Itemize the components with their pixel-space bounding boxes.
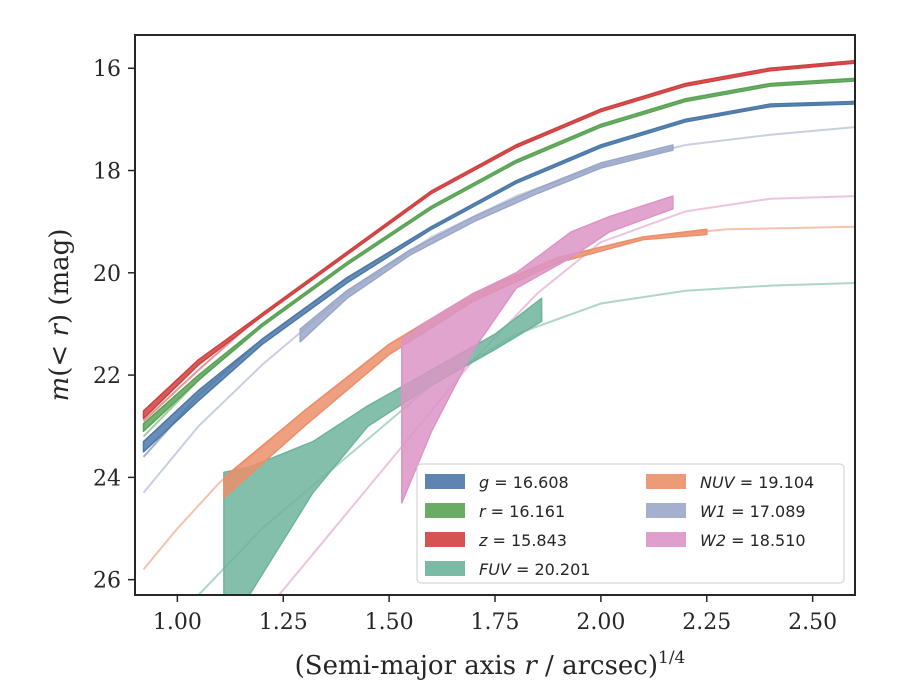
y-tick-label: 26 (93, 569, 121, 594)
series-w1-band (299, 144, 674, 343)
series-fuv-band (223, 297, 543, 595)
legend-swatch-r (425, 503, 465, 518)
y-tick-label: 16 (93, 57, 121, 82)
legend-label-g: g = 16.608 (479, 473, 569, 492)
x-tick-label: 1.75 (471, 610, 520, 635)
plot-area (142, 59, 855, 595)
legend-swatch-w1 (646, 503, 686, 518)
y-tick-label: 18 (93, 160, 121, 185)
series-z-profile-line (142, 62, 855, 422)
series-g-band (142, 100, 855, 453)
x-tick-label: 1.25 (259, 610, 308, 635)
legend-label-r: r = 16.161 (479, 502, 565, 521)
series-r-profile-line (142, 77, 855, 438)
y-axis-ticks: 16 18 20 22 24 26 (93, 57, 135, 594)
y-axis-title: m(< r) (mag) (45, 229, 75, 402)
legend-swatch-g (425, 474, 465, 489)
x-tick-label: 2.00 (576, 610, 625, 635)
legend-label-w2: W2 = 18.510 (700, 531, 806, 550)
series-nuv-band (223, 228, 708, 499)
legend-swatch-z (425, 532, 465, 547)
x-tick-label: 1.00 (153, 610, 202, 635)
y-tick-label: 22 (93, 364, 121, 389)
series-w2-band (401, 195, 674, 504)
legend-label-z: z = 15.843 (478, 531, 567, 550)
legend-label-w1: W1 = 17.089 (700, 502, 806, 521)
x-axis-title: (Semi-major axis r / arcsec)1/4 (295, 648, 686, 681)
series-z-band (142, 59, 855, 420)
legend-swatch-nuv (646, 474, 686, 489)
legend-frame (416, 463, 845, 584)
series-r-band (142, 77, 855, 433)
x-tick-label: 2.25 (682, 610, 731, 635)
series-w2-profile-line (278, 195, 855, 595)
y-tick-label: 24 (93, 466, 121, 491)
x-axis-ticks: 1.00 1.25 1.50 1.75 2.00 2.25 2.50 (153, 595, 837, 635)
legend-label-nuv: NUV = 19.104 (700, 473, 814, 492)
y-tick-label: 20 (93, 262, 121, 287)
legend-label-fuv: FUV = 20.201 (479, 560, 590, 579)
legend: g = 16.608 r = 16.161 z = 15.843 FUV = 20.2… (416, 463, 845, 584)
legend-swatch-fuv (425, 561, 465, 576)
x-tick-label: 1.50 (365, 610, 414, 635)
legend-swatch-w2 (646, 532, 686, 547)
x-tick-label: 2.50 (788, 610, 837, 635)
